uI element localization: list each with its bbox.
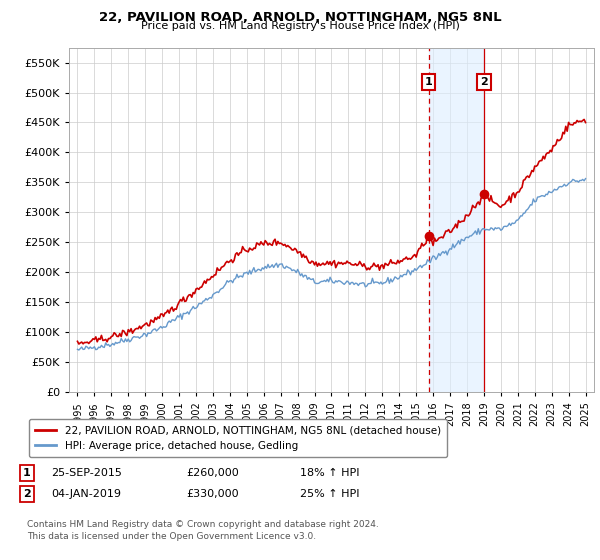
- Text: 25-SEP-2015: 25-SEP-2015: [51, 468, 122, 478]
- Text: 22, PAVILION ROAD, ARNOLD, NOTTINGHAM, NG5 8NL: 22, PAVILION ROAD, ARNOLD, NOTTINGHAM, N…: [98, 11, 502, 24]
- Text: 2: 2: [480, 77, 488, 87]
- Text: 18% ↑ HPI: 18% ↑ HPI: [300, 468, 359, 478]
- Text: £330,000: £330,000: [186, 489, 239, 499]
- Text: £260,000: £260,000: [186, 468, 239, 478]
- Text: 04-JAN-2019: 04-JAN-2019: [51, 489, 121, 499]
- Text: 2: 2: [23, 489, 31, 499]
- Text: 1: 1: [425, 77, 433, 87]
- Legend: 22, PAVILION ROAD, ARNOLD, NOTTINGHAM, NG5 8NL (detached house), HPI: Average pr: 22, PAVILION ROAD, ARNOLD, NOTTINGHAM, N…: [29, 419, 447, 457]
- Text: Contains HM Land Registry data © Crown copyright and database right 2024.
This d: Contains HM Land Registry data © Crown c…: [27, 520, 379, 541]
- Text: 25% ↑ HPI: 25% ↑ HPI: [300, 489, 359, 499]
- Text: 1: 1: [23, 468, 31, 478]
- Text: Price paid vs. HM Land Registry's House Price Index (HPI): Price paid vs. HM Land Registry's House …: [140, 21, 460, 31]
